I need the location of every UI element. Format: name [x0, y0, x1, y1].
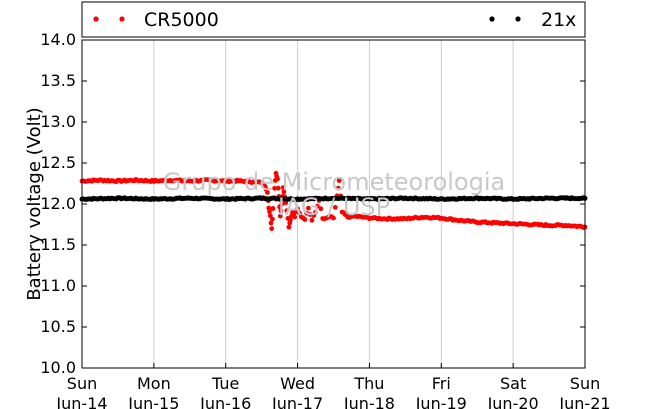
- x-tick-label-day-5: Fri: [432, 374, 451, 393]
- x-tick-label-date-2: Jun-16: [199, 394, 251, 409]
- legend-frame: [81, 1, 586, 38]
- x-axis-ticks: SunJun-14MonJun-15TueJun-16WedJun-17ThuJ…: [55, 363, 611, 409]
- data-point: [292, 214, 298, 220]
- x-tick-label-date-1: Jun-15: [127, 394, 179, 409]
- watermark-line-2: IAG / USP: [278, 193, 390, 221]
- data-point: [272, 185, 277, 191]
- data-point: [286, 224, 292, 230]
- data-point: [307, 212, 313, 217]
- data-point: [266, 205, 272, 211]
- series-21x: [79, 195, 588, 203]
- data-point: [335, 185, 341, 191]
- y-tick-label-0: 10.0: [40, 358, 76, 377]
- legend-marker-21x: [489, 16, 495, 22]
- data-point: [278, 208, 284, 214]
- data-point: [332, 205, 338, 210]
- y-tick-label-3: 11.5: [40, 235, 76, 254]
- legend-marker-21x-2: [515, 16, 521, 22]
- data-point: [318, 206, 324, 212]
- data-point: [267, 209, 272, 215]
- y-tick-label-5: 12.5: [40, 153, 76, 172]
- y-tick-label-4: 12.0: [40, 194, 76, 213]
- x-tick-label-day-0: Sun: [67, 374, 97, 393]
- data-point: [313, 209, 318, 215]
- x-tick-label-day-4: Thu: [353, 374, 384, 393]
- y-tick-label-6: 13.0: [40, 112, 76, 131]
- data-point: [302, 217, 308, 222]
- data-point: [281, 189, 287, 195]
- y-tick-label-7: 13.5: [40, 71, 76, 90]
- x-tick-label-day-6: Sat: [500, 374, 526, 393]
- x-tick-label-day-1: Mon: [137, 374, 171, 393]
- y-tick-label-1: 10.5: [40, 317, 76, 336]
- x-tick-label-date-7: Jun-21: [558, 394, 610, 409]
- data-point: [275, 185, 281, 191]
- data-point: [314, 203, 320, 209]
- legend: CR5000 21x: [81, 1, 586, 38]
- legend-marker-cr5000: [93, 16, 99, 22]
- data-point: [309, 217, 315, 223]
- legend-label-21x: 21x: [541, 9, 576, 31]
- legend-marker-cr5000-2: [119, 16, 125, 22]
- data-point: [336, 178, 342, 184]
- series-cr5000: [79, 170, 588, 232]
- x-tick-label-day-3: Wed: [280, 374, 315, 393]
- data-point: [284, 208, 290, 214]
- data-point: [275, 176, 280, 182]
- data-point: [306, 205, 311, 211]
- data-point: [268, 220, 274, 226]
- data-point: [277, 213, 283, 219]
- data-point: [270, 216, 275, 222]
- data-point: [265, 190, 270, 195]
- x-tick-label-date-6: Jun-20: [487, 394, 539, 409]
- data-point: [331, 215, 336, 221]
- data-point: [279, 201, 285, 207]
- data-point: [280, 185, 286, 191]
- watermark-line-1: Grupo de Micrometeorologia: [163, 168, 505, 196]
- data-point: [295, 206, 300, 212]
- y-tick-label-8: 14.0: [40, 30, 76, 49]
- data-point: [288, 217, 293, 223]
- plot-area: [82, 40, 585, 368]
- x-tick-label-date-0: Jun-14: [55, 394, 107, 409]
- y-axis-ticks: 10.0 10.5 11.0 11.5 12.0 12.5 13.0 13.5 14.0: [40, 30, 585, 377]
- x-tick-label-date-5: Jun-19: [415, 394, 467, 409]
- data-point: [269, 226, 275, 232]
- data-point: [270, 206, 276, 211]
- legend-label-cr5000: CR5000: [144, 9, 219, 31]
- gridlines: [81, 40, 586, 368]
- x-tick-label-day-2: Tue: [211, 374, 239, 393]
- x-tick-label-day-7: Sun: [570, 374, 600, 393]
- y-axis-title: Battery voltage (Volt): [24, 107, 45, 300]
- y-tick-label-2: 11.0: [40, 276, 76, 295]
- x-tick-label-date-3: Jun-17: [271, 394, 323, 409]
- x-tick-label-date-4: Jun-18: [343, 394, 395, 409]
- data-point: [297, 210, 302, 216]
